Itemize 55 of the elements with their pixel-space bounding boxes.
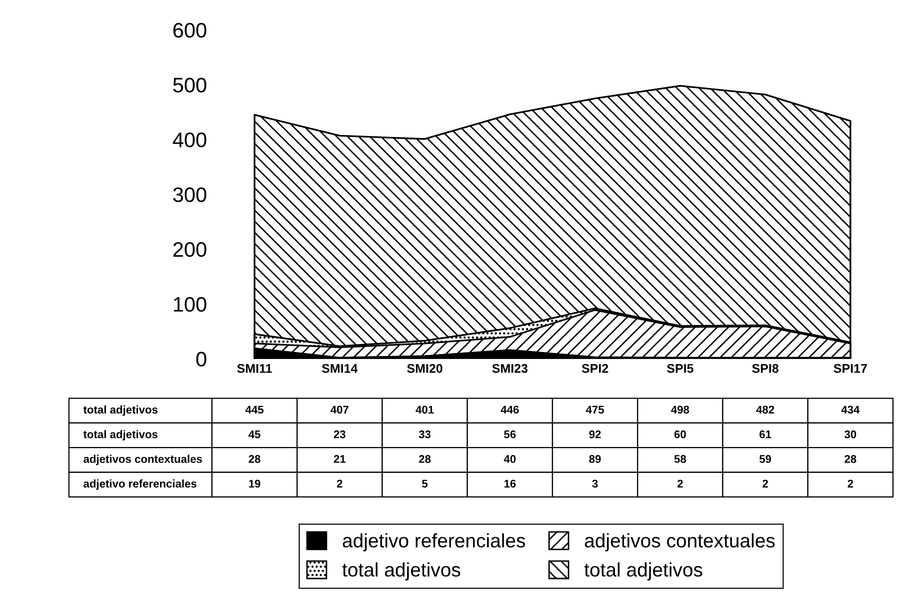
data-label: 59 [759, 455, 772, 463]
data-label: 92 [589, 430, 601, 438]
data-label: 19 [249, 480, 260, 488]
legend-label: adjetivo referenciales [342, 533, 526, 552]
legend-label: adjetivos contextuales [584, 533, 775, 552]
x-tick-label: SPI5 [666, 364, 694, 373]
data-label: 30 [844, 430, 856, 438]
text: adjetivo referenciales [84, 479, 196, 490]
data-label: 40 [504, 455, 516, 463]
x-tick-label: SMI20 [407, 364, 442, 373]
data-label: 434 [841, 406, 860, 414]
data-label: 2 [336, 480, 342, 488]
y-tick-label: 100 [174, 296, 206, 312]
y-tick-label: 300 [173, 187, 206, 202]
data-label: 89 [589, 455, 601, 463]
y-tick-label: 200 [173, 242, 206, 257]
data-label: 28 [418, 455, 431, 463]
y-tick-label: 500 [173, 78, 206, 92]
data-label: 58 [674, 455, 686, 463]
data-label: 445 [245, 406, 264, 414]
data-label: 407 [330, 406, 348, 414]
text: total adjetivos [83, 405, 158, 416]
text: adjetivos contextuales [84, 454, 202, 466]
data-label: 475 [586, 406, 604, 414]
data-label: 2 [762, 480, 768, 488]
legend-label: total adjetivos [584, 562, 702, 580]
x-tick-label: SPI8 [752, 364, 778, 373]
x-tick-label: SMI14 [322, 364, 358, 373]
data-label: 61 [760, 430, 772, 438]
y-tick-label: 0 [196, 352, 206, 367]
text: total adjetivos [83, 430, 158, 440]
data-label: 21 [334, 455, 346, 463]
data-label: 401 [416, 406, 434, 414]
data-label: 28 [844, 455, 856, 463]
data-label: 498 [671, 406, 690, 414]
y-tick-label: 600 [173, 22, 206, 38]
x-tick-label: SMI23 [492, 364, 528, 373]
x-tick-label: SMI11 [237, 364, 272, 373]
legend-label: total adjetivos [342, 562, 460, 580]
data-label: 16 [504, 480, 516, 488]
data-label: 23 [334, 430, 346, 438]
data-label: 2 [848, 480, 854, 488]
x-tick-label: SPI2 [582, 364, 608, 373]
data-label: 2 [677, 480, 683, 488]
x-tick-label: SPI17 [834, 364, 867, 373]
data-label: 5 [422, 480, 428, 488]
data-label: 33 [418, 430, 431, 438]
y-tick-label: 400 [172, 132, 206, 148]
data-label: 28 [248, 455, 260, 463]
data-label: 446 [500, 406, 519, 414]
data-label: 482 [756, 406, 774, 414]
data-label: 3 [592, 480, 598, 488]
data-label: 56 [504, 430, 516, 438]
data-label: 60 [674, 430, 686, 438]
data-label: 45 [248, 430, 260, 438]
